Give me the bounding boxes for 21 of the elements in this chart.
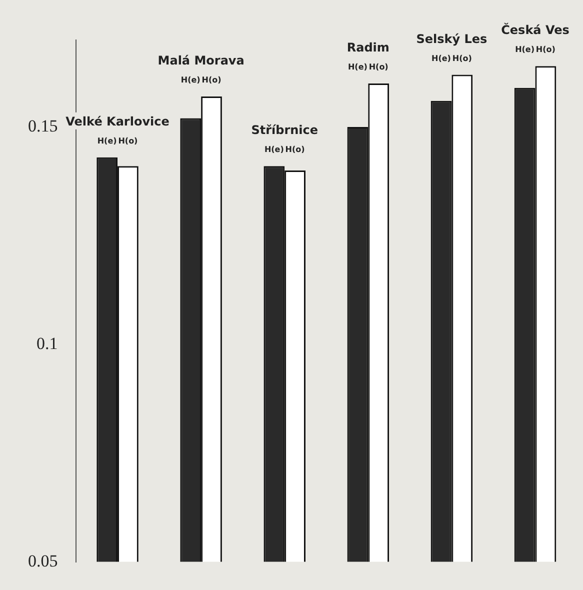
annotation: Velké Karlovice (66, 114, 170, 128)
text: H(e) (180, 76, 200, 85)
y-tick-label: 0.15 (28, 116, 58, 136)
y-tick-label: 0.1 (36, 334, 58, 353)
text: H(e) (264, 145, 284, 154)
text: H(e) (515, 45, 535, 54)
annotation: Stříbrnice (251, 123, 318, 138)
series-label: H(o) (536, 45, 556, 54)
text: H(o) (202, 76, 222, 85)
annotation: Radim (346, 40, 390, 54)
text: H(o) (368, 62, 388, 72)
text: H(o) (285, 145, 305, 154)
text: H(e) (348, 62, 368, 72)
annotation: Malá Morava (158, 54, 244, 68)
text: H(e) (432, 54, 451, 63)
series-label: H(e) (97, 136, 117, 146)
y-tick-label: 0.05 (28, 551, 58, 570)
text: H(o) (118, 136, 138, 146)
text: H(o) (452, 54, 472, 63)
annotation: Selský Les (416, 32, 488, 46)
annotation: Česká Ves (501, 22, 570, 38)
